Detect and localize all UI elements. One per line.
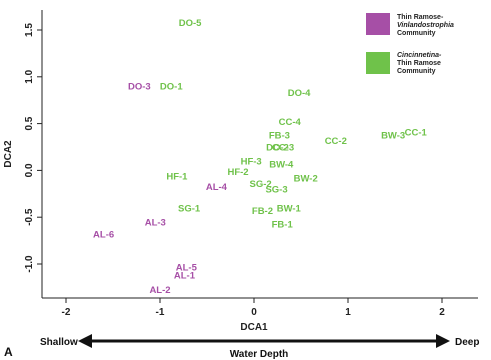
y-tick-label: -1.0 bbox=[24, 255, 35, 273]
data-point-label: DO-2 bbox=[266, 143, 289, 154]
y-tick-label: -0.5 bbox=[24, 208, 35, 226]
legend-swatch-cincinnetina bbox=[366, 52, 390, 74]
y-ticks: 1.5 1.0 0.5 0.0 -0.5 -1.0 bbox=[24, 23, 42, 273]
x-tick-label: 1 bbox=[345, 307, 351, 318]
data-point-label: CC-2 bbox=[325, 136, 347, 147]
data-point-label: CC-4 bbox=[279, 117, 302, 128]
y-axis-label: DCA2 bbox=[3, 140, 14, 168]
legend-label-cincinnetina: Cincinnetina- Thin Ramose Community bbox=[397, 52, 443, 75]
data-point-label: CC-3 bbox=[272, 143, 294, 154]
data-point-label: DO-4 bbox=[288, 88, 311, 99]
x-axis-label: DCA1 bbox=[240, 322, 268, 333]
x-tick-label: 2 bbox=[439, 307, 445, 318]
y-tick-label: 1.5 bbox=[24, 23, 35, 37]
data-point-label: AL-5 bbox=[176, 262, 198, 273]
data-points: DO-3 AL-4 AL-3 AL-6 AL-5AL-1 AL-2 DO-5 DO-1 DO-4… bbox=[93, 18, 427, 296]
data-point-label: FB-3 bbox=[269, 130, 290, 141]
plot-frame bbox=[41, 10, 478, 299]
data-point-label: AL-3 bbox=[145, 217, 166, 228]
depth-arrow-right-head bbox=[436, 334, 450, 348]
data-point-label: SG-2 bbox=[249, 179, 271, 190]
data-point-label: BW-3 bbox=[381, 130, 405, 141]
data-point-label: FB-2 bbox=[252, 206, 273, 217]
data-point-label: HF-3 bbox=[241, 157, 262, 168]
shallow-label: Shallow bbox=[40, 337, 78, 348]
deep-label: Deep bbox=[455, 337, 479, 348]
panel-label: A bbox=[4, 345, 13, 359]
data-point-label: AL-6 bbox=[93, 230, 114, 241]
x-ticks: -2 -1 0 1 2 bbox=[62, 298, 445, 318]
legend-swatch-vinlandostrophia bbox=[366, 13, 390, 35]
data-point-label: BW-2 bbox=[294, 173, 318, 184]
water-depth-gradient: A Shallow Deep Water Depth bbox=[4, 334, 479, 360]
data-point-label: DO-3 bbox=[128, 82, 151, 93]
depth-arrow-left-head bbox=[78, 334, 92, 348]
data-point-label: AL-1 bbox=[174, 271, 196, 282]
x-tick-label: -1 bbox=[156, 307, 165, 318]
data-point-label: HF-2 bbox=[227, 167, 248, 178]
data-point-label: HF-1 bbox=[166, 172, 188, 183]
data-point-label: SG-1 bbox=[178, 203, 201, 214]
data-point-label: AL-4 bbox=[206, 182, 228, 193]
x-tick-label: -2 bbox=[62, 307, 71, 318]
data-point-label: SG-3 bbox=[265, 185, 287, 196]
legend: Thin Ramose- Vinlandostrophia Community … bbox=[366, 13, 456, 75]
data-point-label: FB-1 bbox=[272, 219, 294, 230]
data-point-label: BW-1 bbox=[277, 203, 302, 214]
data-point-label: CC-1 bbox=[405, 128, 428, 139]
data-point-label: BW-4 bbox=[269, 159, 294, 170]
data-point-label: AL-2 bbox=[149, 285, 170, 296]
water-depth-label: Water Depth bbox=[230, 349, 289, 360]
y-tick-label: 0.0 bbox=[24, 163, 35, 177]
legend-label-vinlandostrophia: Thin Ramose- Vinlandostrophia Community bbox=[397, 14, 456, 37]
y-tick-label: 1.0 bbox=[24, 69, 35, 83]
y-tick-label: 0.5 bbox=[24, 116, 35, 130]
data-point-label: DO-1 bbox=[160, 82, 183, 93]
data-point-label: DO-5 bbox=[179, 18, 202, 29]
x-tick-label: 0 bbox=[251, 307, 257, 318]
